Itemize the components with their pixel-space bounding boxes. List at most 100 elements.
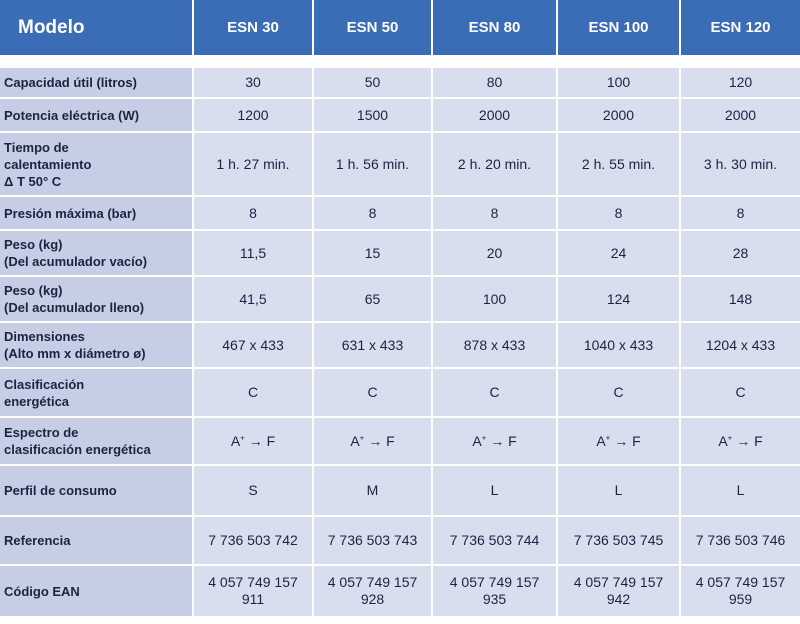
table-row: Capacidad útil (litros) 30 50 80 100 120 [0, 66, 800, 99]
value-cell: 7 736 503 746 [679, 515, 800, 566]
row-label: Potencia eléctrica (W) [0, 97, 194, 133]
value-cell: 4 057 749 157 959 [679, 564, 800, 618]
value-cell: 2 h. 55 min. [556, 131, 681, 197]
energy-class-plus-sup: + [727, 432, 733, 442]
value-cell: L [679, 464, 800, 517]
value-cell: L [431, 464, 558, 517]
value-cell: 8 [679, 195, 800, 231]
model-header-esn120: ESN 120 [680, 0, 800, 55]
energy-class-best: A [472, 432, 482, 449]
table-header: Modelo ESN 30 ESN 50 ESN 80 ESN 100 ESN … [0, 0, 800, 55]
value-cell: A+ → F [556, 416, 681, 466]
value-cell: 41,5 [192, 275, 314, 323]
value-cell: 20 [431, 229, 558, 277]
energy-class-range-end: → F [364, 432, 395, 449]
value-cell: 7 736 503 743 [312, 515, 433, 566]
row-label-line: Código EAN [4, 583, 80, 599]
value-cell: 2 h. 20 min. [431, 131, 558, 197]
value-cell: 100 [431, 275, 558, 323]
energy-class-plus-sup: + [481, 432, 487, 442]
row-label-line: (Alto mm x diámetro ø) [4, 346, 146, 361]
row-label-line: calentamiento [4, 156, 92, 172]
value-cell: 8 [431, 195, 558, 231]
energy-class-plus-sup: + [240, 432, 245, 442]
table-row: Peso (kg) (Del acumulador vacío) 11,5 15 20 2… [0, 229, 800, 277]
energy-class-best: A [718, 432, 728, 449]
value-cell: C [556, 367, 681, 418]
value-cell: A+ → F [312, 416, 433, 466]
value-cell: 8 [192, 195, 314, 231]
value-line: 4 057 749 157 [695, 574, 786, 590]
row-label-line: clasificación energética [4, 442, 151, 457]
value-cell: 7 736 503 744 [431, 515, 558, 566]
value-cell: 1500 [312, 97, 433, 133]
table-row: Referencia 7 736 503 742 7 736 503 743 7 73… [0, 515, 800, 566]
row-label: Tiempo de calentamiento Δ T 50° C [0, 131, 194, 197]
value-cell: 2000 [556, 97, 681, 133]
row-label: Peso (kg) (Del acumulador vacío) [0, 229, 194, 277]
energy-class-range-end: → F [732, 432, 763, 449]
value-cell: 80 [431, 66, 558, 99]
value-cell: L [556, 464, 681, 517]
model-header-esn100: ESN 100 [557, 0, 681, 55]
row-label-line: Tiempo de [4, 139, 69, 155]
row-label-line: Presión máxima (bar) [4, 205, 137, 221]
value-cell: 1200 [192, 97, 314, 133]
value-cell: 7 736 503 745 [556, 515, 681, 566]
value-cell: C [431, 367, 558, 418]
value-cell: 467 x 433 [192, 321, 314, 369]
energy-class-best: A [350, 432, 360, 449]
row-label-line: (Del acumulador vacío) [4, 254, 148, 269]
row-label: Perfil de consumo [0, 464, 194, 517]
value-cell: 8 [312, 195, 433, 231]
value-cell: 631 x 433 [312, 321, 433, 369]
row-label: Clasificación energética [0, 367, 194, 418]
table-row: Código EAN 4 057 749 157 911 4 057 749 157 9… [0, 564, 800, 618]
value-line: 4 057 749 157 [327, 574, 418, 590]
value-line: 4 057 749 157 [573, 574, 664, 590]
row-label: Espectro de clasificación energética [0, 416, 194, 466]
value-cell: 4 057 749 157 942 [556, 564, 681, 618]
table-body: Capacidad útil (litros) 30 50 80 100 120 Poten… [0, 55, 800, 618]
value-cell: 148 [679, 275, 800, 323]
value-line: 942 [606, 591, 631, 607]
row-label-line: Perfil de consumo [4, 483, 117, 498]
value-cell: 2000 [431, 97, 558, 133]
model-header-esn30: ESN 30 [193, 0, 314, 55]
energy-class-range-end: → F [610, 432, 641, 449]
row-label-line: Espectro de [4, 425, 79, 440]
row-label-line: Clasificación [4, 376, 85, 392]
row-label-line: energética [4, 393, 70, 409]
value-cell: 4 057 749 157 935 [431, 564, 558, 618]
row-label-line: Referencia [4, 533, 71, 548]
value-cell: 65 [312, 275, 433, 323]
value-cell: 8 [556, 195, 681, 231]
value-cell: 878 x 433 [431, 321, 558, 369]
row-label: Presión máxima (bar) [0, 195, 194, 231]
value-cell: 124 [556, 275, 681, 323]
energy-class-best: A [596, 432, 606, 449]
energy-class-best: A [230, 432, 241, 449]
value-cell: 1204 x 433 [679, 321, 800, 369]
model-header-esn80: ESN 80 [432, 0, 558, 55]
header-gap-cell [0, 55, 800, 67]
table-row: Potencia eléctrica (W) 1200 1500 2000 2000 20… [0, 97, 800, 133]
header-row: Modelo ESN 30 ESN 50 ESN 80 ESN 100 ESN … [0, 0, 800, 55]
value-cell: 28 [679, 229, 800, 277]
value-cell: 100 [556, 66, 681, 99]
table-row: Clasificación energética C C C C C [0, 367, 800, 418]
row-label-line: Peso (kg) [4, 283, 63, 298]
value-line: 911 [241, 591, 265, 607]
value-cell: 1040 x 433 [556, 321, 681, 369]
value-line: 4 057 749 157 [208, 574, 298, 590]
value-cell: 4 057 749 157 928 [312, 564, 433, 618]
energy-class-plus-sup: + [605, 432, 611, 442]
value-cell: 11,5 [192, 229, 314, 277]
value-line: 928 [360, 591, 385, 607]
table-row: Perfil de consumo S M L L L [0, 464, 800, 517]
row-label-line: (Del acumulador lleno) [4, 300, 145, 315]
value-cell: C [679, 367, 800, 418]
row-label: Referencia [0, 515, 194, 566]
